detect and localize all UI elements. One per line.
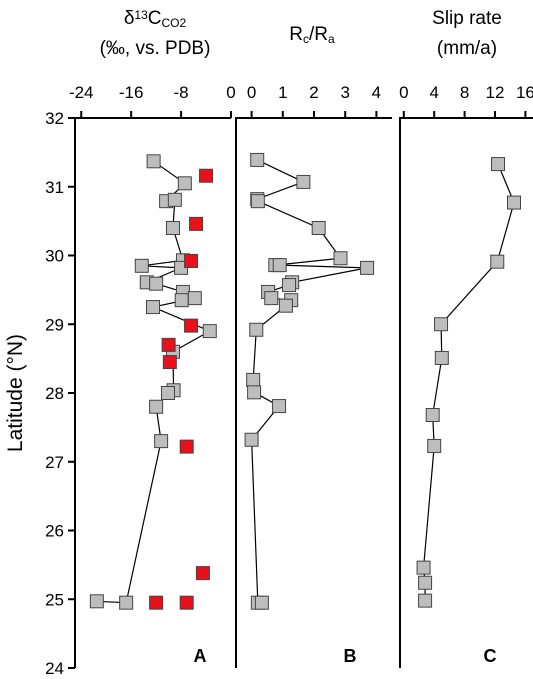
point — [360, 260, 375, 275]
point — [184, 254, 199, 268]
x-tick-label: 12 — [486, 83, 505, 102]
y-tick-label: 26 — [45, 522, 64, 541]
point — [146, 154, 161, 169]
point — [119, 595, 134, 610]
point — [272, 399, 287, 414]
point — [264, 291, 279, 306]
title-part: C — [148, 8, 162, 29]
point — [490, 254, 505, 269]
title-part: CO2 — [161, 16, 186, 30]
point — [507, 195, 521, 210]
point — [146, 300, 160, 315]
point — [249, 322, 264, 337]
panel-subtitle: (mm/a) — [437, 38, 497, 59]
panel-label: A — [194, 646, 207, 666]
point — [199, 168, 214, 183]
point — [418, 575, 433, 590]
point — [250, 194, 265, 209]
point — [89, 594, 104, 609]
point — [179, 439, 194, 454]
y-tick-label: 24 — [45, 659, 64, 678]
panel-title: Slip rate — [432, 8, 502, 29]
x-tick-label: 1 — [278, 83, 287, 102]
panel-title: δ13CCO2 — [124, 8, 187, 30]
title-part: δ — [124, 8, 135, 29]
point — [134, 258, 149, 273]
title-part: 13 — [134, 8, 148, 22]
y-tick-label: 31 — [45, 178, 64, 197]
y-tick-label: 32 — [45, 109, 64, 128]
point — [246, 372, 261, 387]
x-tick-label: -24 — [69, 83, 94, 102]
point — [416, 560, 431, 575]
point — [179, 595, 194, 610]
title-part: a — [328, 32, 335, 46]
x-tick-label: 0 — [399, 83, 408, 102]
point — [427, 438, 442, 453]
point — [149, 276, 164, 291]
point — [244, 432, 259, 447]
point — [160, 386, 175, 400]
panel-label: B — [344, 646, 357, 666]
panel-title: Rc/Ra — [289, 24, 335, 46]
point — [272, 258, 287, 273]
title-part: Slip rate — [432, 8, 502, 29]
y-tick-label: 25 — [45, 590, 64, 609]
y-axis-label: Latitude (°N) — [4, 334, 27, 452]
x-tick-label: 0 — [226, 83, 235, 102]
x-tick-label: 8 — [460, 83, 469, 102]
x-tick-label: -8 — [174, 83, 189, 102]
point — [174, 293, 189, 308]
x-tick-label: 0 — [247, 83, 256, 102]
point — [434, 317, 449, 332]
point — [165, 221, 180, 235]
point — [254, 595, 269, 610]
point — [250, 152, 265, 167]
point — [184, 318, 199, 333]
point — [333, 251, 348, 266]
point — [247, 385, 262, 400]
point — [167, 192, 182, 207]
x-tick-label: 16 — [516, 83, 533, 102]
point — [418, 593, 433, 608]
point — [425, 408, 440, 422]
x-tick-label: 4 — [372, 83, 381, 102]
point — [177, 176, 192, 191]
title-part: R — [289, 24, 303, 45]
point — [149, 399, 164, 414]
series-line — [422, 163, 515, 601]
y-tick-label: 30 — [45, 247, 64, 266]
title-part: /R — [309, 24, 328, 45]
panel-label: C — [484, 646, 497, 666]
panel-subtitle: (‰, vs. PDB) — [100, 38, 211, 59]
x-tick-label: 2 — [309, 83, 318, 102]
point — [282, 278, 297, 293]
series-line — [250, 159, 368, 604]
x-tick-label: 4 — [429, 83, 438, 102]
y-tick-label: 28 — [45, 384, 64, 403]
point — [189, 216, 204, 231]
point — [162, 355, 177, 370]
point — [149, 595, 164, 610]
point — [161, 337, 176, 352]
x-tick-label: 3 — [340, 83, 349, 102]
point — [202, 324, 217, 339]
point — [187, 291, 202, 306]
title-part: c — [303, 32, 309, 46]
point — [278, 298, 293, 313]
point — [195, 566, 210, 581]
point — [311, 221, 326, 235]
y-tick-label: 27 — [45, 453, 64, 472]
y-tick-label: 29 — [45, 315, 64, 334]
point — [434, 350, 449, 365]
point — [296, 174, 311, 189]
point — [154, 434, 169, 449]
x-tick-label: -16 — [119, 83, 144, 102]
point — [491, 157, 506, 172]
